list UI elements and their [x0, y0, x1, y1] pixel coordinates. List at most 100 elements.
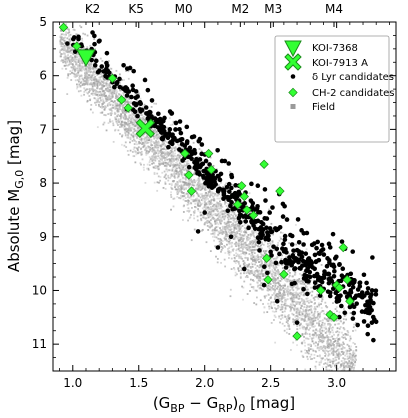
- field-point: [213, 239, 215, 242]
- field-point: [326, 346, 329, 349]
- field-point: [243, 233, 246, 236]
- field-point: [280, 257, 283, 260]
- field-point: [286, 293, 289, 296]
- field-point: [249, 242, 252, 245]
- field-point: [215, 255, 217, 258]
- field-point: [253, 259, 256, 262]
- field-point: [129, 118, 132, 121]
- field-point: [213, 229, 216, 232]
- field-point: [181, 168, 184, 171]
- field-point: [342, 353, 345, 355]
- field-point: [176, 164, 179, 166]
- field-point: [267, 242, 269, 245]
- field-point: [241, 225, 244, 227]
- field-point: [234, 274, 237, 277]
- field-point: [273, 282, 276, 285]
- field-point: [267, 299, 270, 301]
- field-point: [64, 62, 67, 64]
- field-point: [66, 48, 69, 51]
- field-point: [278, 284, 281, 287]
- field-point: [139, 148, 142, 151]
- field-point: [248, 197, 250, 200]
- field-point: [119, 89, 121, 92]
- field-point: [170, 154, 173, 157]
- field-point: [80, 80, 83, 83]
- field-point: [193, 200, 196, 203]
- field-point: [237, 261, 240, 264]
- field-point: [64, 36, 67, 39]
- field-point: [132, 123, 135, 126]
- field-point: [238, 236, 241, 239]
- field-point: [233, 224, 236, 227]
- field-point: [76, 52, 79, 55]
- field-point: [152, 141, 155, 143]
- field-point: [72, 72, 75, 75]
- field-point: [320, 303, 322, 305]
- field-point: [92, 66, 95, 69]
- field-point: [180, 173, 183, 176]
- field-point: [333, 359, 336, 362]
- field-point: [270, 296, 272, 299]
- field-point: [269, 285, 272, 288]
- field-point: [127, 134, 129, 136]
- field-point: [126, 99, 128, 102]
- field-point: [211, 208, 214, 211]
- field-point: [167, 141, 169, 144]
- field-point: [268, 244, 271, 247]
- field-point: [248, 253, 251, 255]
- field-point: [80, 94, 83, 97]
- field-point: [135, 130, 138, 133]
- field-point: [253, 271, 256, 274]
- field-point: [138, 138, 141, 141]
- field-point: [320, 300, 323, 303]
- field-point: [312, 314, 315, 316]
- field-point: [260, 259, 263, 262]
- field-point: [324, 352, 326, 354]
- field-point: [63, 56, 65, 59]
- field-point: [252, 287, 255, 290]
- field-point: [137, 129, 139, 132]
- field-point: [344, 358, 346, 360]
- field-point: [100, 87, 103, 90]
- field-point: [146, 134, 149, 137]
- field-point: [287, 325, 290, 327]
- field-point: [220, 195, 223, 198]
- field-point: [197, 193, 199, 196]
- field-point: [230, 257, 233, 260]
- field-point: [209, 250, 212, 253]
- field-point: [246, 244, 249, 247]
- field-point: [245, 235, 248, 238]
- field-point: [90, 76, 93, 79]
- field-point: [102, 101, 105, 104]
- field-point: [153, 156, 156, 158]
- field-point: [148, 159, 151, 162]
- field-point: [270, 274, 273, 277]
- field-point: [82, 67, 85, 70]
- field-point: [279, 287, 282, 289]
- field-point: [316, 330, 319, 332]
- field-point: [100, 92, 103, 95]
- field-point: [60, 38, 63, 41]
- field-point: [132, 133, 135, 136]
- field-point: [79, 59, 82, 62]
- field-point: [312, 333, 315, 336]
- field-point: [258, 256, 261, 258]
- field-point: [232, 238, 235, 240]
- field-point: [272, 277, 275, 280]
- field-point: [243, 231, 245, 233]
- field-point: [144, 149, 147, 152]
- field-point: [317, 337, 320, 340]
- field-point: [163, 176, 166, 179]
- field-point: [78, 55, 81, 58]
- field-point: [129, 149, 132, 152]
- field-point: [297, 298, 300, 300]
- field-point: [353, 352, 356, 355]
- field-point: [128, 98, 131, 100]
- field-point: [220, 245, 223, 248]
- field-point: [173, 172, 176, 174]
- field-point: [221, 233, 224, 235]
- field-point: [170, 162, 172, 165]
- field-point: [97, 95, 99, 98]
- field-point: [207, 201, 209, 204]
- field-point: [238, 224, 241, 227]
